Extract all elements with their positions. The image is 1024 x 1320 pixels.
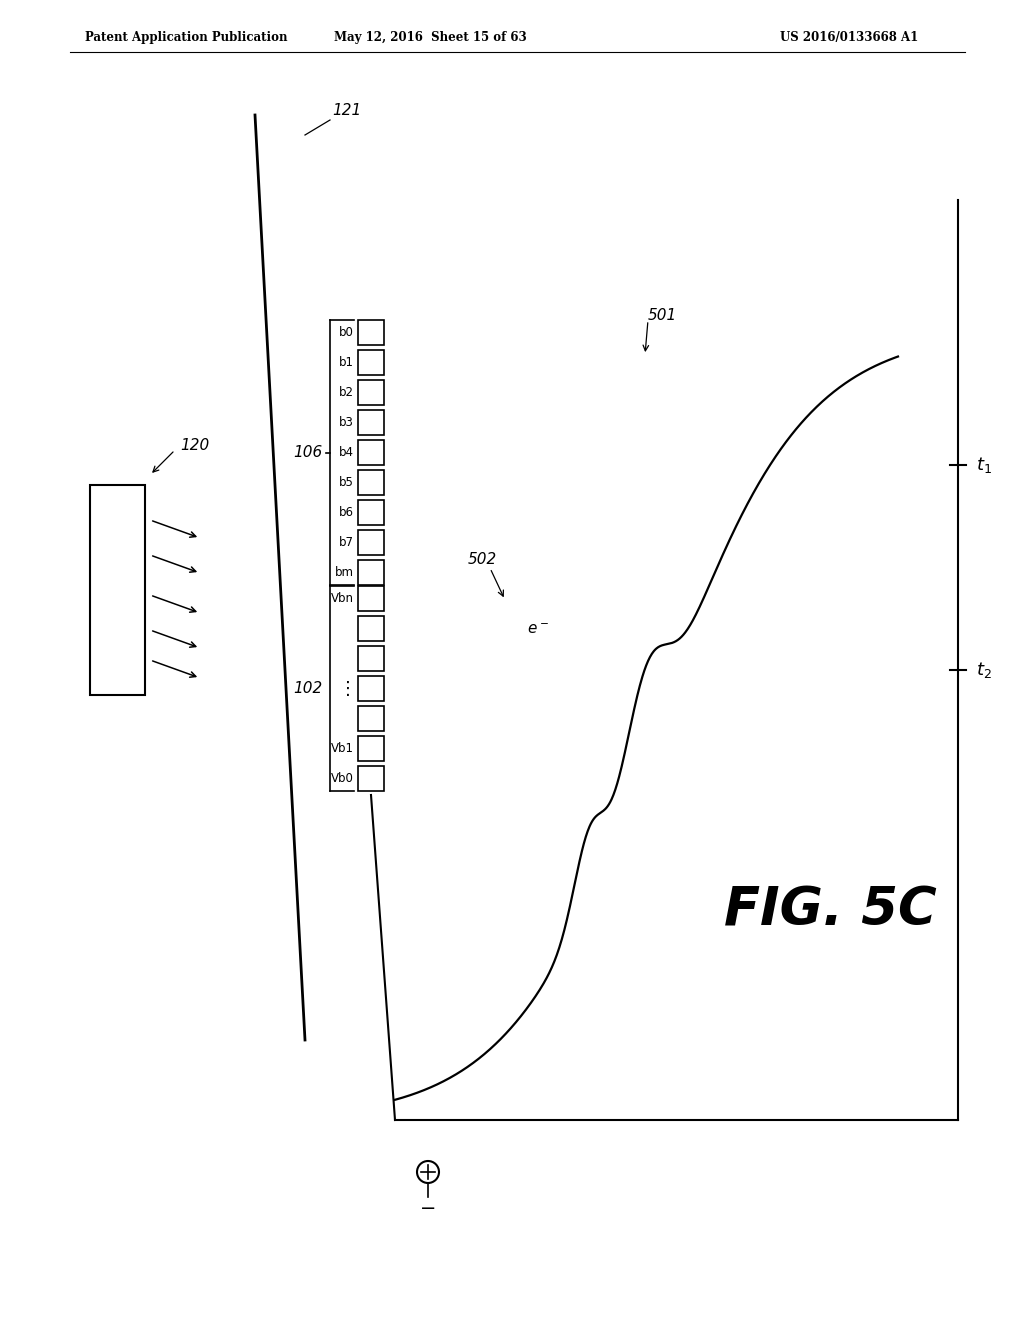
Bar xyxy=(358,766,384,791)
Text: $e^-$: $e^-$ xyxy=(527,623,549,638)
Text: b6: b6 xyxy=(339,506,354,519)
Bar xyxy=(358,350,384,375)
Text: US 2016/0133668 A1: US 2016/0133668 A1 xyxy=(780,30,919,44)
Text: 501: 501 xyxy=(648,308,677,322)
Text: bm: bm xyxy=(335,566,354,579)
Bar xyxy=(358,676,384,701)
Text: ⋮: ⋮ xyxy=(339,680,357,697)
Bar xyxy=(358,531,384,554)
Bar xyxy=(358,470,384,495)
Text: 120: 120 xyxy=(180,437,209,453)
Bar xyxy=(358,586,384,611)
Text: −: − xyxy=(420,1199,436,1218)
Bar xyxy=(358,616,384,642)
Text: b4: b4 xyxy=(339,446,354,459)
Text: 502: 502 xyxy=(468,553,498,568)
Text: b0: b0 xyxy=(339,326,354,339)
Text: May 12, 2016  Sheet 15 of 63: May 12, 2016 Sheet 15 of 63 xyxy=(334,30,526,44)
Bar xyxy=(358,440,384,465)
Text: Patent Application Publication: Patent Application Publication xyxy=(85,30,288,44)
Text: b5: b5 xyxy=(339,477,354,488)
Text: Vb1: Vb1 xyxy=(331,742,354,755)
Text: b2: b2 xyxy=(339,385,354,399)
Bar xyxy=(358,645,384,671)
Text: Vbn: Vbn xyxy=(331,591,354,605)
Bar xyxy=(90,484,145,696)
Bar xyxy=(358,706,384,731)
Text: $t_1$: $t_1$ xyxy=(976,455,992,475)
Text: Vb0: Vb0 xyxy=(331,772,354,785)
Text: FIG. 5C: FIG. 5C xyxy=(724,884,936,936)
Bar xyxy=(358,560,384,585)
Bar xyxy=(358,380,384,405)
Bar xyxy=(358,500,384,525)
Text: 106: 106 xyxy=(293,445,322,459)
Text: 102: 102 xyxy=(293,681,322,696)
Text: b1: b1 xyxy=(339,356,354,370)
Text: 121: 121 xyxy=(332,103,361,117)
Bar xyxy=(358,737,384,762)
Text: b3: b3 xyxy=(339,416,354,429)
Text: $t_2$: $t_2$ xyxy=(976,660,992,680)
Bar xyxy=(358,319,384,345)
Bar xyxy=(358,411,384,436)
Text: b7: b7 xyxy=(339,536,354,549)
